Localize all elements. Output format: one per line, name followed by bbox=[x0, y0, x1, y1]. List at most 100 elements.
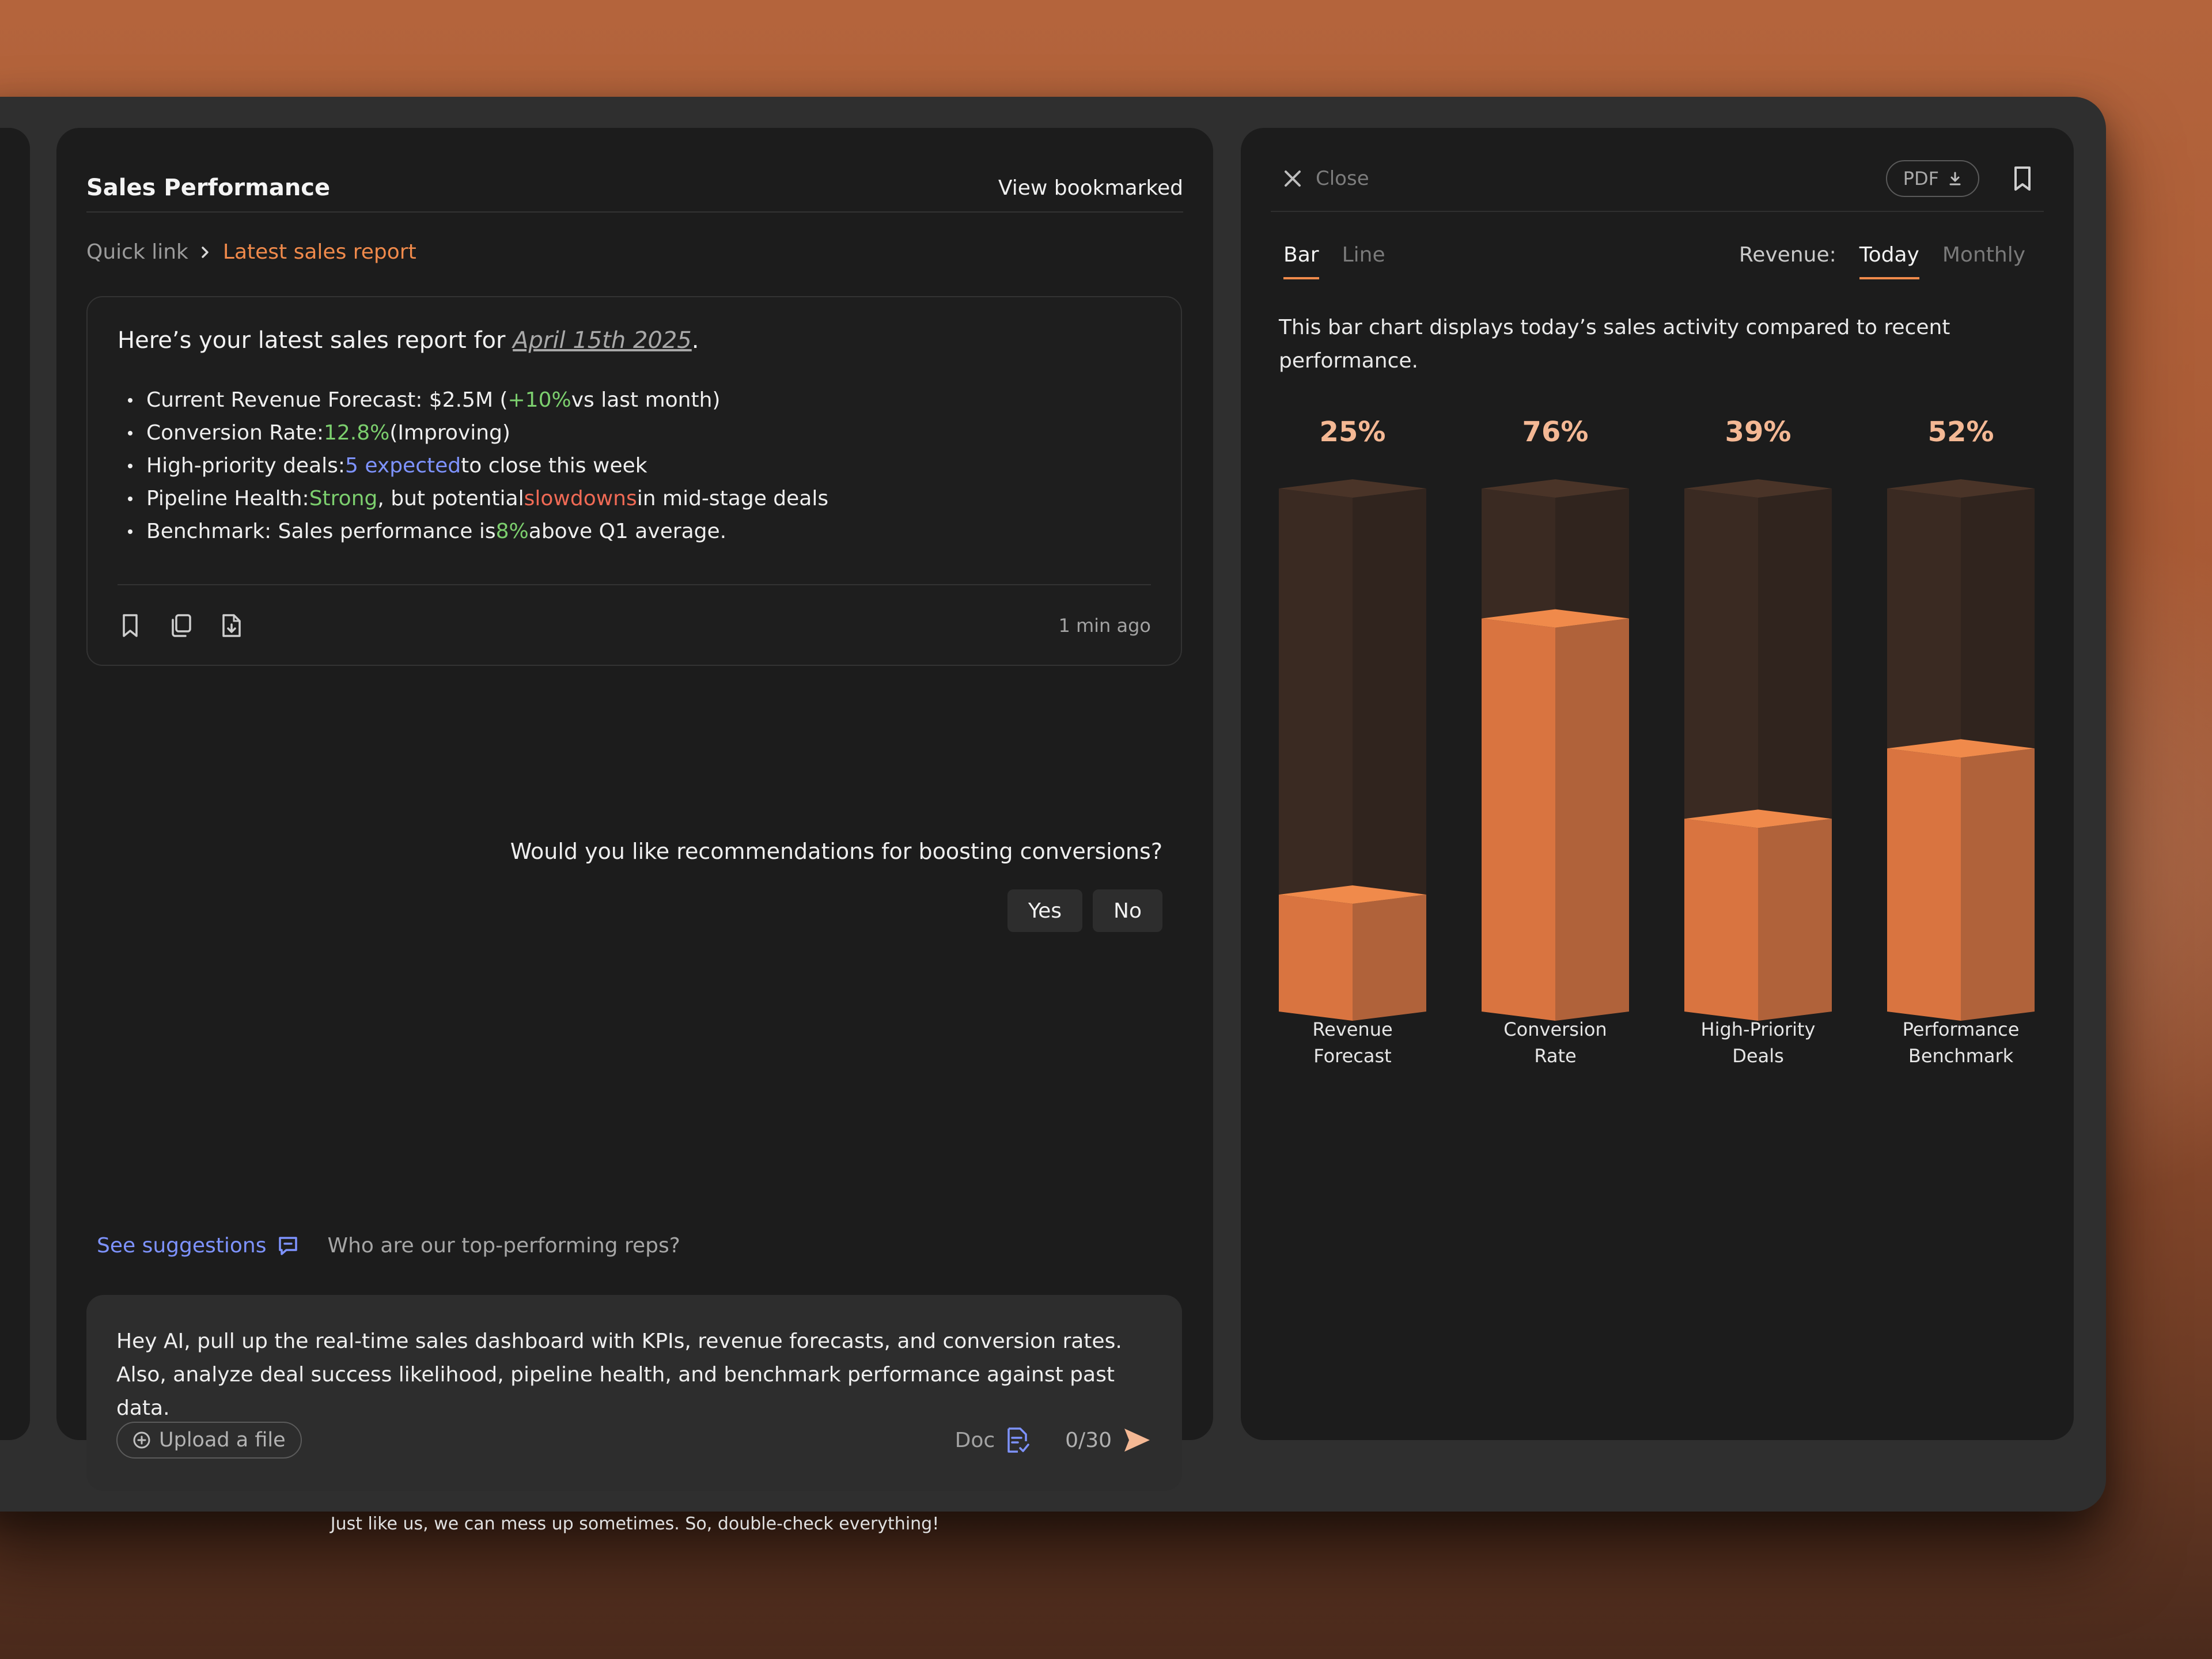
chart-panel-divider bbox=[1271, 211, 2044, 212]
report-intro-end: . bbox=[691, 327, 699, 354]
bar-track-top bbox=[1887, 479, 2035, 498]
bar-chart: 25% Revenue Forecast 76% Conversion Rate 39% Hi… bbox=[1279, 416, 2037, 1222]
bar-column: 76% Conversion Rate bbox=[1482, 416, 1629, 1222]
see-suggestions-label: See suggestions bbox=[97, 1234, 267, 1257]
list-item: Conversion Rate: 12.8% (Improving) bbox=[118, 416, 828, 449]
report-intro: Here’s your latest sales report for Apri… bbox=[118, 327, 699, 354]
bullet-text: vs last month) bbox=[571, 388, 721, 412]
bar-fill-front bbox=[1482, 618, 1555, 1021]
followup-question: Would you like recommendations for boost… bbox=[510, 839, 1162, 864]
bar-category-label: Performance Benchmark bbox=[1902, 1018, 2020, 1067]
list-item: Pipeline Health: Strong, but potential s… bbox=[118, 482, 828, 515]
report-date[interactable]: April 15th 2025 bbox=[513, 327, 692, 354]
see-suggestions-button[interactable]: See suggestions bbox=[97, 1234, 299, 1257]
bar-graphic[interactable] bbox=[1482, 468, 1629, 1027]
chevron-right-icon bbox=[202, 246, 209, 258]
message-composer[interactable]: Hey AI, pull up the real-time sales dash… bbox=[86, 1295, 1182, 1491]
pdf-label: PDF bbox=[1903, 168, 1939, 190]
download-icon bbox=[1949, 172, 1961, 185]
bar-fill-top bbox=[1684, 809, 1832, 828]
left-rail bbox=[0, 128, 30, 1440]
header-divider bbox=[86, 211, 1183, 213]
revenue-period-tabs: Revenue: Today Monthly bbox=[1739, 243, 2025, 279]
bar-fill-front bbox=[1279, 895, 1353, 1021]
char-count: 0/30 bbox=[1065, 1428, 1112, 1452]
doc-label[interactable]: Doc bbox=[955, 1428, 995, 1452]
view-bookmarked-link[interactable]: View bookmarked bbox=[998, 176, 1183, 200]
page-title: Sales Performance bbox=[86, 175, 331, 201]
bookmark-icon[interactable] bbox=[118, 613, 143, 638]
bar-fill-front bbox=[1684, 819, 1758, 1021]
bar-column: 25% Revenue Forecast bbox=[1279, 416, 1426, 1222]
bullet-text: Benchmark: Sales performance is bbox=[146, 520, 496, 543]
send-icon[interactable] bbox=[1122, 1426, 1152, 1454]
bullet-highlight: 12.8% bbox=[323, 421, 390, 445]
close-button[interactable]: Close bbox=[1281, 167, 1369, 190]
followup-options: Yes No bbox=[1007, 889, 1162, 932]
chart-description: This bar chart displays today’s sales ac… bbox=[1279, 316, 1950, 373]
breadcrumb-quick-link[interactable]: Quick link bbox=[86, 240, 188, 264]
chart-panel: Close PDF Bar Line Revenue: Today Monthl… bbox=[1241, 128, 2074, 1440]
tab-bar[interactable]: Bar bbox=[1283, 243, 1319, 279]
bar-fill-front bbox=[1887, 748, 1961, 1021]
bar-track-top bbox=[1684, 479, 1832, 498]
yes-button[interactable]: Yes bbox=[1007, 889, 1083, 932]
bar-graphic[interactable] bbox=[1684, 468, 1832, 1027]
bullet-highlight: Strong bbox=[309, 487, 378, 510]
bar-track-top bbox=[1482, 479, 1629, 498]
composer-actions: Doc 0/30 bbox=[955, 1422, 1152, 1459]
bar-fill-side bbox=[1353, 895, 1426, 1021]
breadcrumb-current[interactable]: Latest sales report bbox=[222, 240, 416, 264]
bullet-text: in mid-stage deals bbox=[637, 487, 829, 510]
report-bullets: Current Revenue Forecast: $2.5M (+10% vs… bbox=[118, 384, 828, 548]
copy-icon[interactable] bbox=[168, 613, 194, 638]
bar-value-label: 76% bbox=[1522, 416, 1589, 448]
bullet-highlight: +10% bbox=[507, 388, 571, 412]
chat-header: Sales Performance View bookmarked bbox=[86, 162, 1183, 213]
suggestion-chip[interactable]: Who are our top-performing reps? bbox=[327, 1234, 680, 1257]
close-label: Close bbox=[1316, 167, 1369, 190]
report-card: Here’s your latest sales report for Apri… bbox=[86, 296, 1182, 666]
bar-value-label: 25% bbox=[1319, 416, 1386, 448]
bar-fill-top bbox=[1887, 739, 2035, 758]
tab-today[interactable]: Today bbox=[1859, 243, 1919, 279]
bar-category-label: Conversion Rate bbox=[1503, 1018, 1607, 1067]
report-actions bbox=[118, 613, 244, 638]
document-check-icon[interactable] bbox=[1005, 1426, 1031, 1454]
tab-line[interactable]: Line bbox=[1342, 243, 1385, 267]
breadcrumb: Quick link Latest sales report bbox=[86, 240, 416, 264]
close-icon bbox=[1285, 171, 1301, 187]
chart-panel-actions: PDF bbox=[1885, 160, 2033, 197]
list-item: Current Revenue Forecast: $2.5M (+10% vs… bbox=[118, 384, 828, 416]
message-icon bbox=[278, 1236, 297, 1255]
bar-graphic[interactable] bbox=[1887, 468, 2035, 1027]
bullet-text: (Improving) bbox=[389, 421, 510, 445]
bar-track-top bbox=[1279, 479, 1426, 498]
no-button[interactable]: No bbox=[1093, 889, 1162, 932]
suggestions-row: See suggestions Who are our top-performi… bbox=[97, 1234, 680, 1257]
bar-category-label: Revenue Forecast bbox=[1312, 1018, 1393, 1067]
file-download-icon[interactable] bbox=[219, 613, 244, 638]
upload-file-button[interactable]: Upload a file bbox=[116, 1422, 302, 1459]
revenue-label: Revenue: bbox=[1738, 243, 1836, 267]
bar-value-label: 52% bbox=[1927, 416, 1994, 448]
bookmark-icon[interactable] bbox=[2012, 165, 2033, 192]
chat-panel: Sales Performance View bookmarked Quick … bbox=[56, 128, 1213, 1534]
bar-fill-side bbox=[1758, 819, 1832, 1021]
pdf-download-button[interactable]: PDF bbox=[1885, 160, 1979, 197]
chart-type-tabs: Bar Line bbox=[1283, 243, 1385, 279]
card-divider bbox=[118, 584, 1151, 585]
disclaimer: Just like us, we can mess up sometimes. … bbox=[330, 1514, 940, 1534]
plus-circle-icon bbox=[133, 1431, 150, 1449]
list-item: High-priority deals: 5 expected to close… bbox=[118, 449, 828, 482]
bar-fill-top bbox=[1279, 885, 1426, 904]
bar-fill-side bbox=[1961, 748, 2035, 1021]
bar-graphic[interactable] bbox=[1279, 468, 1426, 1027]
bullet-text: Current Revenue Forecast: $2.5M ( bbox=[146, 388, 508, 412]
message-input[interactable]: Hey AI, pull up the real-time sales dash… bbox=[116, 1330, 1122, 1420]
bullet-text: Pipeline Health: bbox=[146, 487, 309, 510]
bullet-text: , but potential bbox=[377, 487, 524, 510]
bullet-text: above Q1 average. bbox=[528, 520, 727, 543]
bar-value-label: 39% bbox=[1725, 416, 1791, 448]
tab-monthly[interactable]: Monthly bbox=[1942, 243, 2025, 267]
